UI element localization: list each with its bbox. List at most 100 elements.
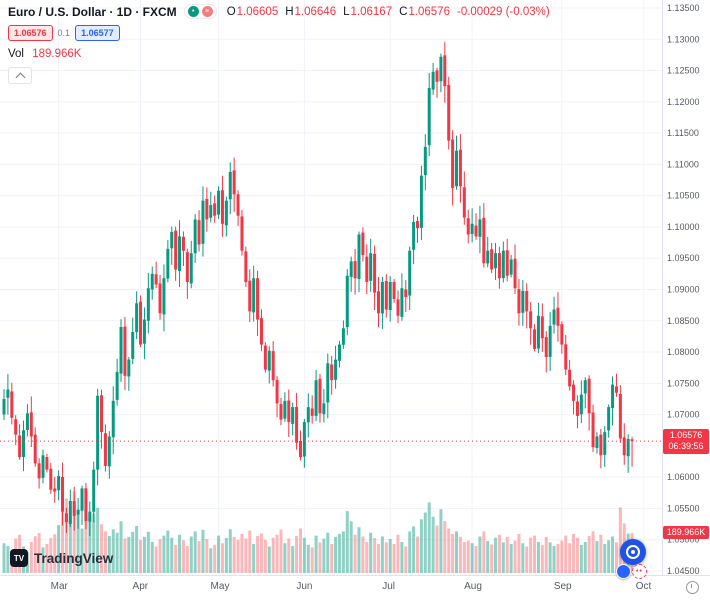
high-value: 1.06646 <box>294 5 337 18</box>
candle-body <box>579 394 583 415</box>
candle-body <box>474 225 478 237</box>
close-value: 1.06576 <box>408 5 450 18</box>
scroll-to-realtime-button[interactable] <box>620 539 646 565</box>
y-axis-label: 1.10500 <box>667 191 700 201</box>
candle-body <box>435 70 439 82</box>
volume-bar <box>482 531 486 573</box>
candle-body <box>166 248 170 279</box>
volume-bar <box>478 536 482 573</box>
candle-body <box>361 232 365 256</box>
volume-bar <box>564 535 568 573</box>
time-axis[interactable] <box>0 576 710 600</box>
candle-body <box>252 278 256 313</box>
time-axis-labels: Mar Apr May Jun Jul Aug Sep Oct <box>51 581 652 592</box>
volume-bar <box>521 543 525 573</box>
volume-bar <box>353 534 357 573</box>
volume-bar <box>29 541 33 573</box>
volume-bar <box>2 543 6 573</box>
bar-countdown: 06:39:56 <box>668 441 704 452</box>
volume-bar <box>263 539 267 573</box>
volume-bar <box>431 516 435 573</box>
price-axis[interactable] <box>663 0 710 575</box>
candle-body <box>376 291 380 314</box>
volume-bar <box>256 536 260 573</box>
volume-bar <box>560 540 564 573</box>
volume-bar <box>349 521 353 573</box>
volume-bar <box>41 547 45 573</box>
volume-bar <box>61 508 65 573</box>
candle-body <box>439 56 443 82</box>
candle-body <box>135 303 139 333</box>
candle-body <box>357 234 361 280</box>
candle-body <box>462 187 466 218</box>
candle-body <box>267 350 271 371</box>
volume-bar <box>384 542 388 573</box>
volume-bar <box>462 541 466 573</box>
candle-body <box>295 406 299 443</box>
current-price-value: 1.06576 <box>669 430 703 441</box>
quick-menu-icon[interactable]: ≡ <box>201 6 213 17</box>
candle-body <box>470 223 474 235</box>
candle-body <box>384 281 388 310</box>
legend-row-quotes: 1.06576 0.1 1.06577 <box>8 25 550 41</box>
candle-body <box>119 327 123 374</box>
tradingview-logo-icon: TV <box>10 549 28 567</box>
bid-price-button[interactable]: 1.06576 <box>8 25 53 41</box>
candle-body <box>533 329 537 349</box>
live-status-badge[interactable]: •• <box>632 564 647 579</box>
tradingview-logo[interactable]: TV TradingView <box>10 549 113 567</box>
candle-body <box>611 384 615 408</box>
volume-bar <box>373 538 377 573</box>
volume-bar <box>455 531 459 573</box>
x-axis-label: Aug <box>464 581 482 592</box>
candle-body <box>595 436 599 449</box>
legend-collapse-button[interactable] <box>8 67 32 84</box>
candle-body <box>341 328 345 345</box>
candle-body <box>431 71 435 90</box>
candle-body <box>139 301 143 345</box>
candle-body <box>57 475 61 491</box>
y-axis-label: 1.04500 <box>667 566 700 576</box>
ask-price-button[interactable]: 1.06577 <box>75 25 120 41</box>
volume-bar <box>474 546 478 573</box>
visibility-toggle-icon[interactable]: • <box>187 6 199 17</box>
x-axis-label: Mar <box>51 581 69 592</box>
candle-body <box>404 289 408 298</box>
volume-bar <box>259 533 263 573</box>
volume-bar <box>291 546 295 573</box>
notification-dot-badge[interactable] <box>616 564 631 579</box>
volume-bar <box>556 544 560 573</box>
volume-bar <box>150 541 154 573</box>
candle-body <box>466 218 470 235</box>
volume-bar <box>614 542 618 573</box>
y-axis-label: 1.12500 <box>667 66 700 76</box>
tradingview-logo-text: TradingView <box>34 550 114 566</box>
candle-body <box>388 281 392 311</box>
volume-bar <box>400 541 404 573</box>
candle-body <box>25 413 29 430</box>
candle-body <box>560 324 564 345</box>
candle-body <box>41 455 45 478</box>
volume-bar <box>45 544 49 573</box>
candle-body <box>365 256 369 282</box>
volume-bar <box>376 544 380 573</box>
candle-body <box>630 439 634 442</box>
candle-body <box>29 412 33 437</box>
volume-bar <box>369 532 373 573</box>
candle-body <box>337 344 341 361</box>
volume-bar <box>162 535 166 573</box>
candle-body <box>369 253 373 281</box>
volume-bar <box>466 540 470 573</box>
symbol-title[interactable]: Euro / U.S. Dollar · 1D · FXCM <box>8 4 177 19</box>
candle-body <box>209 205 213 218</box>
candle-body <box>552 309 556 325</box>
volume-bar <box>72 491 76 573</box>
candle-body <box>482 217 486 264</box>
volume-study-label[interactable]: Vol <box>8 48 24 60</box>
timezone-clock-icon[interactable] <box>686 581 699 594</box>
volume-bar <box>244 538 248 573</box>
volume-bar <box>37 533 41 573</box>
volume-bar <box>552 546 556 573</box>
